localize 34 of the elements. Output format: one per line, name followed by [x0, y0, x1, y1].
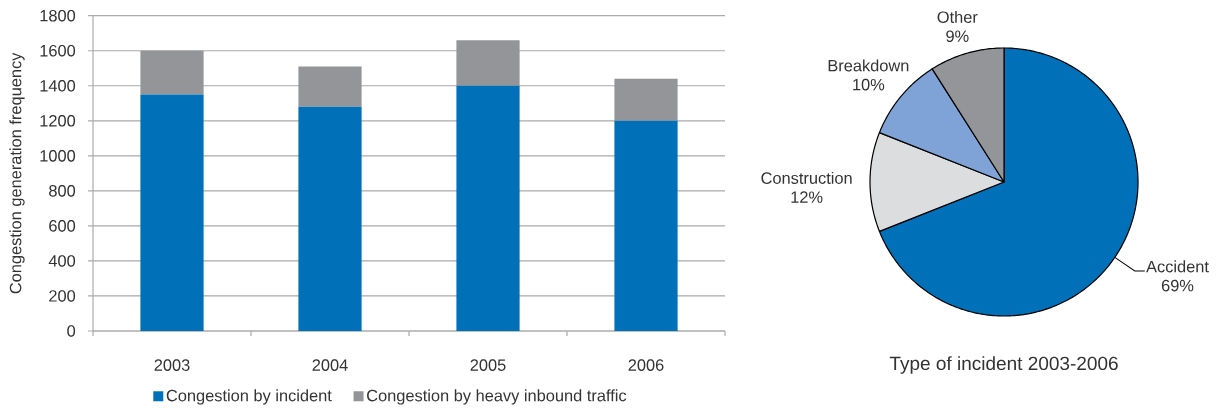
- legend-label: Congestion by heavy inbound traffic: [367, 389, 627, 405]
- legend-label: Congestion by incident: [166, 389, 332, 405]
- y-tick-label: 600: [49, 220, 76, 232]
- y-tick-label: 200: [49, 290, 76, 302]
- y-tick-label: 1600: [40, 44, 76, 57]
- bar: [140, 94, 204, 331]
- data-label: 12%: [791, 191, 823, 203]
- bar: [456, 85, 520, 331]
- bar: [298, 106, 362, 331]
- y-tick-label: 1400: [40, 79, 76, 92]
- y-tick-label: 1000: [40, 150, 76, 162]
- bar: [614, 120, 678, 331]
- y-tick-label: 1800: [40, 9, 76, 22]
- data-label: 69%: [1161, 279, 1194, 292]
- bar: [140, 50, 204, 95]
- bar: [298, 66, 362, 107]
- bar: [614, 78, 678, 121]
- y-tick-label: 800: [49, 185, 76, 197]
- data-label: 9%: [946, 30, 969, 42]
- x-tick-label: 2004: [312, 359, 348, 371]
- y-tick-label: 400: [48, 255, 76, 267]
- bar: [456, 40, 520, 86]
- slice-label: Breakdown: [828, 59, 909, 72]
- slice-label: Construction: [761, 171, 852, 184]
- x-tick-label: 2006: [628, 359, 664, 371]
- x-tick-label: 2005: [470, 359, 506, 371]
- y-axis-title: Congestion generation frequency: [9, 52, 25, 294]
- data-label: 10%: [853, 78, 885, 91]
- slice-label: Accident: [1146, 260, 1209, 273]
- y-tick-label: 0: [67, 325, 76, 337]
- slice-label: Other: [937, 10, 978, 23]
- text: Type of incident 2003-2006: [889, 356, 1118, 374]
- y-tick-label: 1200: [40, 115, 76, 127]
- x-tick-label: 2003: [154, 359, 190, 371]
